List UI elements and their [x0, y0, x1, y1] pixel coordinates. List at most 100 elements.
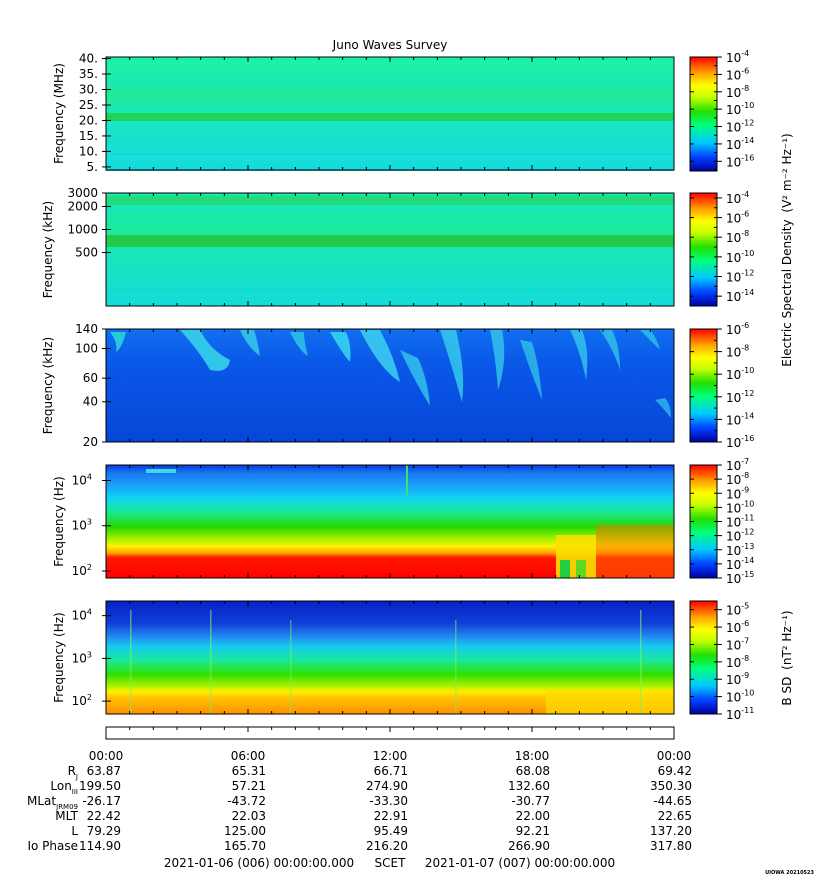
ephemeris-value: 114.90: [79, 839, 121, 853]
colorbar-3-label: 10-8: [726, 344, 749, 360]
colorbar-1-label: 10-6: [726, 66, 749, 82]
colorbar-5: [689, 600, 718, 715]
colorbar-4-label: 10-14: [726, 556, 754, 572]
time-tick-label: 12:00: [373, 749, 408, 763]
panel-3-ytick-label: 20: [83, 435, 98, 449]
colorbar-1-label: 10-12: [726, 119, 754, 135]
ephemeris-label: Io Phase: [27, 839, 78, 853]
colorbar-4-label: 10-12: [726, 528, 754, 544]
ephemeris-value: 63.87: [87, 764, 121, 778]
ephemeris-value: 274.90: [366, 779, 408, 793]
electric-units-text: (V² m⁻² Hz⁻¹): [780, 133, 794, 212]
colorbar-2: [689, 192, 718, 307]
panel-2-spectrogram: [106, 193, 674, 306]
panel-5-ytick-label: 103: [72, 650, 92, 665]
ephemeris-value: -44.65: [653, 794, 692, 808]
ephemeris-value: 199.50: [79, 779, 121, 793]
panel-1-ytick-label: 5.: [87, 160, 98, 174]
magnetic-label-text: B SD: [780, 677, 794, 706]
panel-1-spectrogram: [106, 57, 674, 171]
colorbar-3: [689, 328, 718, 443]
colorbar-1-label: 10-8: [726, 84, 749, 100]
colorbar-3-label: 10-6: [726, 321, 749, 337]
panel-2-ylabel: Frequency (kHz): [41, 201, 55, 298]
colorbar-3-label: 10-10: [726, 366, 754, 382]
ephemeris-value: 266.90: [508, 839, 550, 853]
ephemeris-value: 65.31: [232, 764, 266, 778]
colorbar-2-label: 10-4: [726, 190, 749, 206]
panel-5-ytick-label: 104: [72, 608, 92, 623]
time-tick-label: 00:00: [657, 749, 692, 763]
ephemeris-value: 79.29: [87, 824, 121, 838]
ephemeris-label: L: [71, 824, 78, 838]
ephemeris-value: 22.65: [658, 809, 692, 823]
colorbar-5-label: 10-6: [726, 619, 749, 635]
electric-label-text: Electric Spectral Density: [780, 219, 794, 366]
colorbar-4-label: 10-10: [726, 499, 754, 515]
panel-3-ytick-label: 60: [83, 371, 98, 385]
panel-5-spectrogram: [106, 601, 674, 714]
ephemeris-value: 66.71: [374, 764, 408, 778]
chart-title: Juno Waves Survey: [332, 38, 448, 52]
electric-spectral-density-label: Electric Spectral Density (V² m⁻² Hz⁻¹): [780, 133, 794, 366]
ephemeris-value: -26.17: [82, 794, 121, 808]
colorbar-5-label: 10-9: [726, 671, 749, 687]
colorbar-1-label: 10-10: [726, 101, 754, 117]
panel-4-spectrogram: [106, 465, 674, 578]
panel-2-ytick-label: 500: [75, 246, 98, 260]
dynamic-layer: 5. 10.15. 20.25.30. 35.40. Frequency (MHz) 10…: [27, 49, 754, 853]
colorbar-5-label: 10-7: [726, 636, 749, 652]
colorbar-4-label: 10-8: [726, 471, 749, 487]
panel-3-ytick-label: 40: [83, 395, 98, 409]
colorbar-5-label: 10-10: [726, 689, 754, 705]
ephemeris-label: MLatJRM09: [27, 794, 78, 811]
colorbar-3-label: 10-16: [726, 434, 754, 450]
panel-2-ytick-label: 2000: [67, 199, 98, 213]
colorbar-5-label: 10-8: [726, 654, 749, 670]
ephemeris-value: 22.91: [374, 809, 408, 823]
colorbar-2-label: 10-10: [726, 249, 754, 265]
time-tick-label: 00:00: [89, 749, 124, 763]
magnetic-units-text: (nT² Hz⁻¹): [780, 610, 794, 669]
magnetic-spectral-density-label: B SD (nT² Hz⁻¹): [780, 610, 794, 705]
footer-credit: UIOWA 20210523: [765, 870, 814, 876]
ephemeris-value: 22.42: [87, 809, 121, 823]
colorbar-5-label: 10-11: [726, 706, 754, 722]
colorbar-2-label: 10-6: [726, 210, 749, 226]
ephemeris-label: MLT: [55, 809, 78, 823]
ephemeris-value: 137.20: [650, 824, 692, 838]
ephemeris-value: 165.70: [224, 839, 266, 853]
ephemeris-value: 125.00: [224, 824, 266, 838]
ephemeris-value: 68.08: [516, 764, 550, 778]
panel-1-ytick-label: 10.: [79, 144, 98, 158]
panel-1-ytick-label: 15.: [79, 129, 98, 143]
colorbar-4-label: 10-7: [726, 457, 749, 473]
ephemeris-value: 132.60: [508, 779, 550, 793]
panel-5-ytick-label: 102: [72, 693, 92, 708]
panel-1-ytick-label: 25.: [79, 98, 98, 112]
colorbar-2-label: 10-14: [726, 288, 754, 304]
panel-4-ytick-label: 102: [72, 563, 92, 578]
panel-1-ytick-label: 30.: [79, 83, 98, 97]
colorbar-1-label: 10-16: [726, 153, 754, 169]
ephemeris-value: 22.03: [232, 809, 266, 823]
time-tick-label: 06:00: [231, 749, 266, 763]
panel-1-ytick-label: 35.: [79, 67, 98, 81]
ephemeris-value: -43.72: [227, 794, 266, 808]
ephemeris-value: 57.21: [232, 779, 266, 793]
ephemeris-label: RJ: [68, 764, 78, 781]
colorbar-4-label: 10-13: [726, 542, 754, 558]
ephemeris-value: 350.30: [650, 779, 692, 793]
colorbar-1: [689, 56, 718, 172]
colorbar-4: [689, 464, 718, 579]
panel-3-ylabel: Frequency (kHz): [41, 337, 55, 434]
colorbar-2-label: 10-12: [726, 269, 754, 285]
colorbar-3-label: 10-14: [726, 411, 754, 427]
panel-2-ytick-label: 3000: [67, 186, 98, 200]
ephemeris-value: 216.20: [366, 839, 408, 853]
colorbar-4-label: 10-11: [726, 514, 754, 530]
colorbar-2-label: 10-8: [726, 229, 749, 245]
panel-1-ytick-label: 20.: [79, 113, 98, 127]
ephemeris-value: 317.80: [650, 839, 692, 853]
